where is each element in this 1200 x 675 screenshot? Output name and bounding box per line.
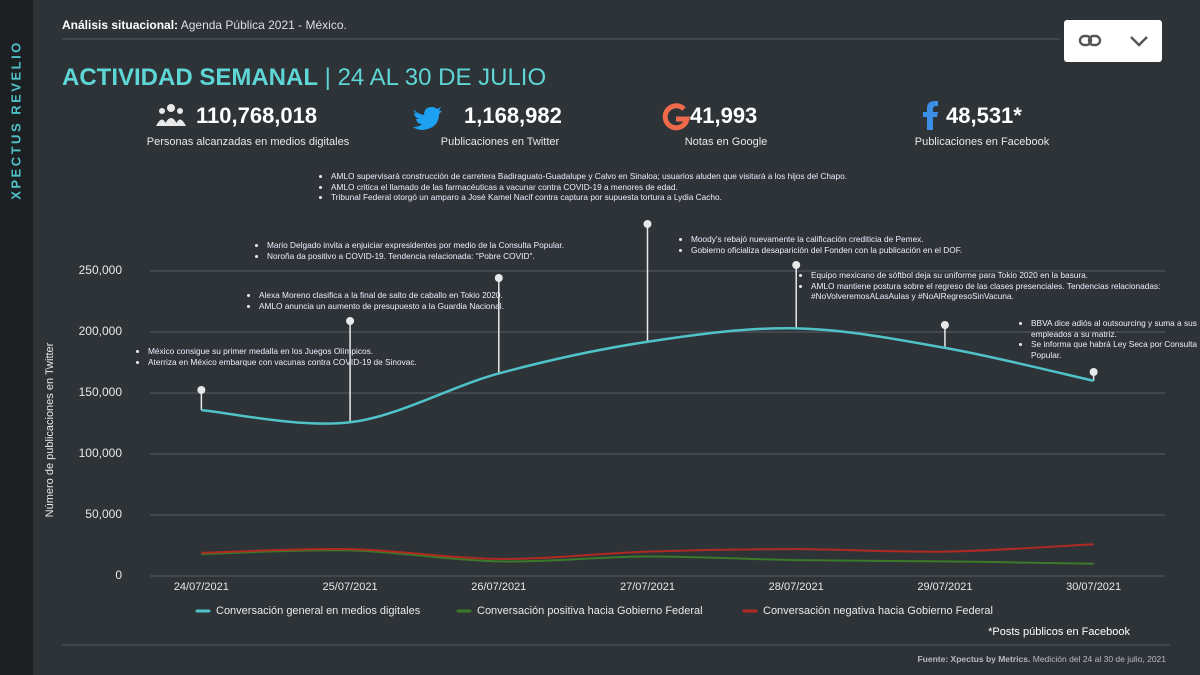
annotation-item: México consigue su primer medalla en los… [148,346,477,357]
pin-head [494,274,503,282]
google-icon [662,103,691,131]
annotation-item: Gobierno oficializa desaparición del Fon… [691,245,1020,256]
x-tick-label: 30/07/2021 [1066,581,1121,593]
header-text: Agenda Pública 2021 - México. [181,18,347,32]
title: ACTIVIDAD SEMANAL | 24 AL 30 DE JULIO [62,64,546,91]
stat-label: Publicaciones en Twitter [441,136,560,148]
annotation-list: Moody's rebajó nuevamente la calificació… [680,234,1020,255]
legend-label: Conversación negativa hacia Gobierno Fed… [763,605,993,617]
annotation-item: AMLO anuncia un aumento de presupuesto a… [259,301,568,312]
annotation-item: AMLO critica el llamado de las farmacéut… [331,182,960,193]
stat-value: 41,993 [690,103,757,128]
stat-value: 110,768,018 [196,103,317,128]
x-tick-label: 29/07/2021 [917,581,972,593]
annotation: AMLO supervisará construcción de carrete… [320,171,960,203]
annotation: Alexa Moreno clasifica a la final de sal… [248,290,568,311]
pin-head [643,220,652,228]
y-tick-label: 50,000 [85,507,122,521]
x-tick-label: 24/07/2021 [174,581,229,593]
annotation-list: Mario Delgado invita a enjuiciar expresi… [256,240,636,261]
pin-head [346,317,355,325]
annotation-list: BBVA dice adiós al outsourcing y suma a … [1020,318,1198,360]
stat-value: 48,531* [946,103,1022,128]
x-tick-label: 27/07/2021 [620,581,675,593]
pin-head [1089,368,1098,376]
annotation-item: Se informa que habrá Ley Seca por Consul… [1031,339,1198,360]
annotation-item: Moody's rebajó nuevamente la calificació… [691,234,1020,245]
title-period: | 24 AL 30 DE JULIO [325,64,546,91]
y-tick-label: 100,000 [79,446,123,460]
sidebar-brand: XPECTUS REVELIO [8,40,23,200]
annotation-list: Equipo mexicano de sóftbol deja su unifo… [800,270,1180,302]
people-icon [156,104,186,126]
y-axis-label: Número de publicaciones en Twitter [44,342,56,517]
annotation-item: Mario Delgado invita a enjuiciar expresi… [267,240,636,251]
stat-label: Publicaciones en Facebook [915,136,1050,148]
annotation-list: AMLO supervisará construcción de carrete… [320,171,960,203]
x-tick-label: 26/07/2021 [471,581,526,593]
share-icons [1078,34,1148,47]
twitter-icon [413,107,442,130]
annotation-item: Equipo mexicano de sóftbol deja su unifo… [811,270,1180,281]
source-text: Medición del 24 al 30 de julio, 2021 [1033,654,1167,664]
share-button[interactable] [1064,20,1162,62]
stat-label: Notas en Google [685,136,768,148]
pin-head [792,261,801,269]
y-tick-label: 250,000 [79,263,123,277]
facebook-icon [923,101,938,130]
annotation-item: BBVA dice adiós al outsourcing y suma a … [1031,318,1198,339]
annotation-item: AMLO supervisará construcción de carrete… [331,171,960,182]
annotation-item: Noroña da positivo a COVID-19. Tendencia… [267,251,636,262]
series-line [201,326,1094,425]
y-tick-label: 150,000 [79,385,123,399]
sidebar [0,0,33,675]
series-line [201,543,1094,560]
annotation: Moody's rebajó nuevamente la calificació… [680,234,1020,255]
source-label: Fuente: Xpectus by Metrics. [917,654,1030,664]
stat-value: 1,168,982 [464,103,562,128]
title-main: ACTIVIDAD SEMANAL [62,64,318,91]
annotation: BBVA dice adiós al outsourcing y suma a … [1020,318,1198,360]
pin-head [940,321,949,329]
annotation-item: Aterriza en México embarque con vacunas … [148,357,477,368]
annotation-item: Alexa Moreno clasifica a la final de sal… [259,290,568,301]
header: Análisis situacional: Agenda Pública 202… [62,18,347,32]
y-tick-label: 200,000 [79,324,123,338]
annotation: México consigue su primer medalla en los… [137,346,477,367]
annotation-list: México consigue su primer medalla en los… [137,346,477,367]
pin-head [197,386,206,394]
source: Fuente: Xpectus by Metrics. Medición del… [917,654,1166,664]
footnote: *Posts públicos en Facebook [988,626,1130,638]
annotation-item: AMLO mantiene postura sobre el regreso d… [811,281,1180,302]
legend-label: Conversación positiva hacia Gobierno Fed… [477,605,703,617]
annotation: Equipo mexicano de sóftbol deja su unifo… [800,270,1180,302]
legend-label: Conversación general en medios digitales [216,605,421,617]
header-label: Análisis situacional: [62,18,178,32]
x-tick-label: 25/07/2021 [323,581,378,593]
annotation: Mario Delgado invita a enjuiciar expresi… [256,240,636,261]
y-tick-label: 0 [115,568,122,582]
x-tick-label: 28/07/2021 [769,581,824,593]
series-line [201,549,1094,565]
annotation-list: Alexa Moreno clasifica a la final de sal… [248,290,568,311]
stat-label: Personas alcanzadas en medios digitales [147,136,350,148]
annotation-item: Tribunal Federal otorgó un amparo a José… [331,192,960,203]
